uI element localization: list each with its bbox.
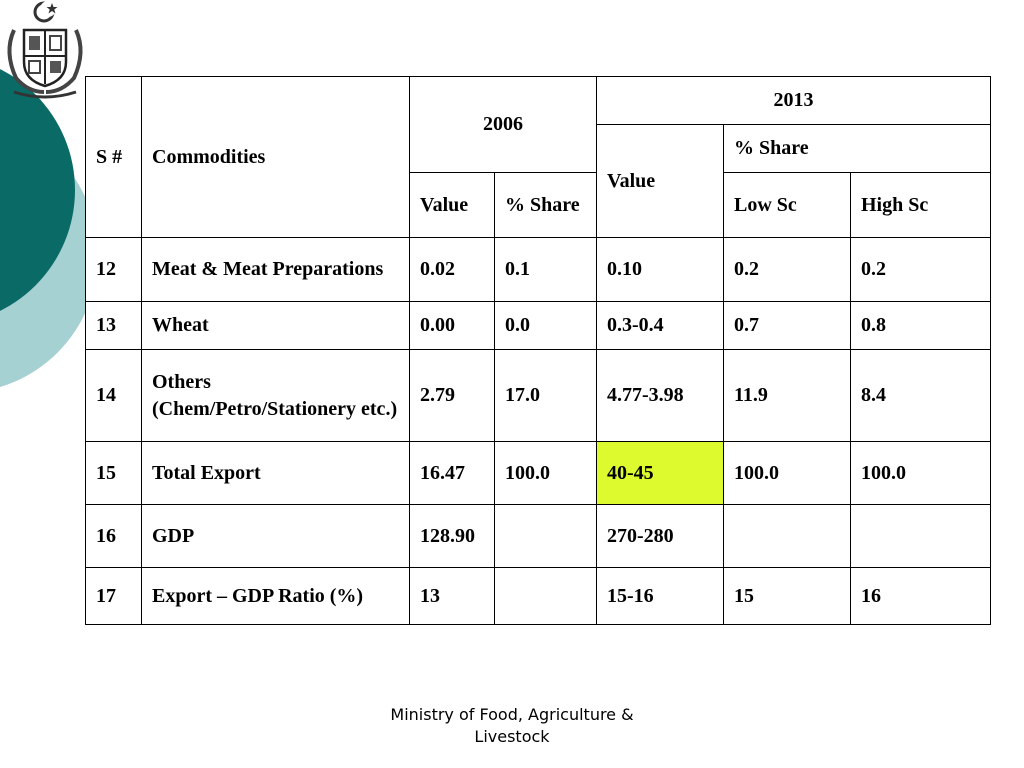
- cell-low-scenario: 0.2: [723, 237, 851, 302]
- cell-high-scenario: 0.8: [849, 301, 992, 350]
- header-row-sub: Value % Share Low Sc High Sc: [86, 172, 992, 238]
- header-2013-share: % Share: [722, 124, 992, 173]
- cell-share-2006: 0.1: [494, 237, 597, 302]
- cell-value-2013: 0.3-0.4: [596, 301, 724, 350]
- cell-commodity: Total Export: [141, 441, 410, 505]
- header-2013-value: Value: [596, 124, 724, 238]
- table-row: 12 Meat & Meat Preparations 0.02 0.1 0.1…: [85, 237, 992, 302]
- cell-sno: 12: [85, 237, 142, 302]
- slide-footer: Ministry of Food, Agriculture & Livestoc…: [360, 704, 664, 748]
- header-row-share: Value % Share: [86, 124, 992, 238]
- cell-low-scenario: 100.0: [723, 441, 851, 505]
- cell-value-2013: 0.10: [596, 237, 724, 302]
- cell-value-2006: 2.79: [409, 349, 495, 442]
- cell-commodity: Meat & Meat Preparations: [141, 237, 410, 302]
- cell-share-2006: 0.0: [494, 301, 597, 350]
- cell-low-scenario: 15: [723, 567, 851, 625]
- cell-value-2006: 13: [409, 567, 495, 625]
- table-row: 14 Others (Chem/Petro/Stationery etc.) 2…: [85, 349, 992, 442]
- export-commodities-table: S # Commodities 2006 2013 Value % Share …: [85, 76, 992, 625]
- cell-value-2013-highlighted: 40-45: [596, 441, 724, 505]
- cell-value-2006: 128.90: [409, 504, 495, 568]
- cell-value-2006: 0.00: [409, 301, 495, 350]
- cell-sno: 17: [85, 567, 142, 625]
- table-row: 16 GDP 128.90 270-280: [85, 504, 992, 568]
- cell-value-2013: 270-280: [596, 504, 724, 568]
- cell-high-scenario: 100.0: [849, 441, 992, 505]
- cell-low-scenario: [723, 504, 851, 568]
- cell-value-2013: 15-16: [596, 567, 724, 625]
- footer-line-2: Livestock: [474, 727, 550, 746]
- cell-commodity: Others (Chem/Petro/Stationery etc.): [141, 349, 410, 442]
- cell-sno: 15: [85, 441, 142, 505]
- cell-share-2006: [494, 504, 597, 568]
- header-year-2006: 2006: [409, 76, 597, 173]
- header-year-2013: 2013: [595, 76, 992, 125]
- cell-commodity: GDP: [141, 504, 410, 568]
- cell-sno: 14: [85, 349, 142, 442]
- table-row: 17 Export – GDP Ratio (%) 13 15-16 15 16: [85, 567, 992, 625]
- footer-line-1: Ministry of Food, Agriculture &: [390, 705, 634, 724]
- cell-commodity: Wheat: [141, 301, 410, 350]
- government-emblem: [7, 1, 83, 99]
- header-low-scenario: Low Sc: [723, 172, 851, 238]
- cell-value-2013: 4.77-3.98: [596, 349, 724, 442]
- table-row: 13 Wheat 0.00 0.0 0.3-0.4 0.7 0.8: [85, 301, 992, 350]
- header-sno: S #: [85, 76, 142, 238]
- cell-share-2006: 100.0: [494, 441, 597, 505]
- cell-commodity: Export – GDP Ratio (%): [141, 567, 410, 625]
- cell-low-scenario: 0.7: [723, 301, 851, 350]
- cell-low-scenario: 11.9: [723, 349, 851, 442]
- cell-value-2006: 16.47: [409, 441, 495, 505]
- cell-sno: 13: [85, 301, 142, 350]
- cell-share-2006: [494, 567, 597, 625]
- cell-sno: 16: [85, 504, 142, 568]
- cell-high-scenario: 0.2: [849, 237, 992, 302]
- cell-share-2006: 17.0: [494, 349, 597, 442]
- header-commodities: Commodities: [141, 76, 410, 238]
- cell-high-scenario: [849, 504, 992, 568]
- cell-high-scenario: 8.4: [849, 349, 992, 442]
- cell-value-2006: 0.02: [409, 237, 495, 302]
- table-row: 15 Total Export 16.47 100.0 40-45 100.0 …: [85, 441, 992, 505]
- header-2006-share: % Share: [494, 172, 597, 238]
- slide-decoration: [0, 69, 98, 388]
- header-2006-value: Value: [409, 172, 495, 238]
- cell-high-scenario: 16: [849, 567, 992, 625]
- header-row-years: S # Commodities 2006 2013: [85, 76, 992, 238]
- header-high-scenario: High Sc: [849, 172, 992, 238]
